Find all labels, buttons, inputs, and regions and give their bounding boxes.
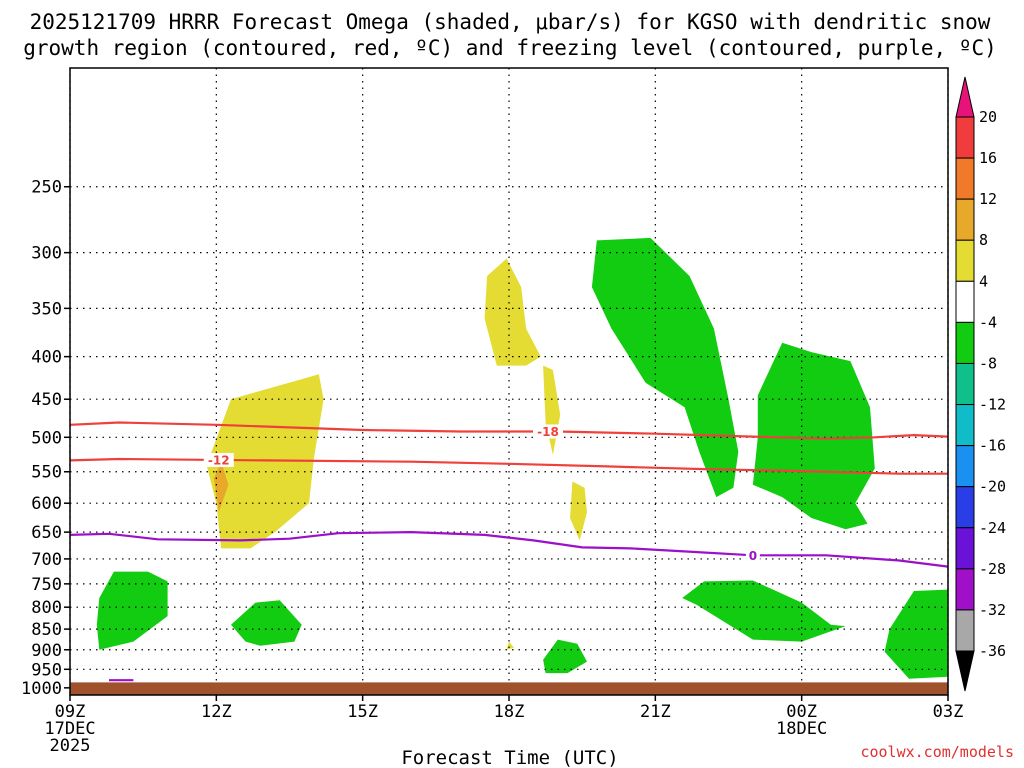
omega-region-4 [570, 481, 587, 541]
surface-fill [70, 682, 948, 695]
colorbar-label-2: 12 [979, 190, 997, 208]
omega-region-10 [682, 580, 846, 642]
y-tick-label-800: 800 [31, 598, 62, 618]
colorbar-bin-0 [955, 116, 975, 159]
x-tick-label-09Z-1: 17DEC [44, 719, 95, 739]
colorbar-triangle-top [955, 76, 975, 118]
colorbar-label-7: -12 [979, 396, 1006, 414]
colorbar-bin-10 [955, 527, 975, 570]
x-tick-label-09Z-0: 09Z [55, 702, 86, 722]
colorbar-label-8: -16 [979, 437, 1006, 455]
contour-label-dendritic-lower: -12 [208, 453, 230, 467]
colorbar-label-3: 8 [979, 231, 988, 249]
y-tick-label-350: 350 [31, 299, 62, 319]
colorbar-bin-11 [955, 568, 975, 611]
x-tick-label-18Z-0: 18Z [494, 702, 525, 722]
y-tick-label-600: 600 [31, 494, 62, 514]
y-tick-label-700: 700 [31, 550, 62, 570]
colorbar-bin-1 [955, 157, 975, 200]
title-line-1: 2025121709 HRRR Forecast Omega (shaded, … [30, 10, 991, 34]
x-tick-label-00Z-0: 00Z [786, 702, 817, 722]
colorbar-bin-6 [955, 362, 975, 406]
omega-region-1 [213, 461, 229, 513]
colorbar-label-1: 16 [979, 149, 997, 167]
omega-region-2 [484, 258, 541, 366]
colorbar-bin-9 [955, 486, 975, 529]
colorbar-triangle-bottom [955, 650, 975, 692]
x-tick-label-21Z-0: 21Z [640, 702, 671, 722]
contour-label-bg-dendritic-upper [533, 424, 564, 439]
contour-dendritic-upper [69, 421, 949, 440]
y-tick-label-900: 900 [31, 641, 62, 661]
title-line-2: growth region (contoured, red, ºC) and f… [23, 36, 997, 60]
colorbar-bin-8 [955, 445, 975, 488]
y-tick-label-500: 500 [31, 428, 62, 448]
colorbar: 20 16 12 8 4 -4 -8 -12 -16 -20 -24 -28 -32 -36 [955, 76, 1006, 692]
chart-title: 2025121709 HRRR Forecast Omega (shaded, … [23, 10, 997, 60]
colorbar-label-12: -32 [979, 601, 1006, 619]
contour-dendritic-lower [69, 457, 948, 475]
x-tick-label-12Z-0: 12Z [201, 702, 232, 722]
colorbar-label-0: 20 [979, 108, 997, 126]
contour-lines: -18 -12 0 [69, 421, 949, 682]
omega-region-9 [231, 600, 302, 646]
y-axis-ticks: 2503003504004505005506006507007508008509… [21, 178, 70, 699]
y-tick-label-400: 400 [31, 348, 62, 368]
omega-region-12 [884, 589, 948, 679]
x-tick-label-15Z-0: 15Z [347, 702, 378, 722]
colorbar-label-6: -8 [979, 354, 997, 372]
y-tick-label-550: 550 [31, 463, 62, 483]
colorbar-bin-12 [955, 609, 975, 652]
contour-label-bg-dendritic-lower [203, 452, 234, 467]
y-tick-label-750: 750 [31, 575, 62, 595]
x-tick-label-09Z-2: 2025 [50, 736, 91, 756]
x-tick-label-03Z-0: 03Z [933, 702, 964, 722]
y-tick-label-450: 450 [31, 390, 62, 410]
colorbar-label-10: -24 [979, 519, 1006, 537]
contour-label-dendritic-upper: -18 [537, 425, 559, 439]
y-tick-label-650: 650 [31, 523, 62, 543]
colorbar-bin-7 [955, 404, 975, 447]
colorbar-label-4: 4 [979, 272, 988, 290]
y-tick-label-300: 300 [31, 244, 62, 264]
omega-region-6 [591, 237, 739, 498]
colorbar-bin-3 [955, 239, 975, 282]
colorbar-bin-4 [955, 280, 975, 323]
surface-layer [70, 682, 948, 695]
omega-shaded-regions [96, 237, 948, 679]
y-tick-label-250: 250 [31, 178, 62, 198]
x-tick-label-00Z-1: 18DEC [776, 719, 827, 739]
contour-label-freezing-level: 0 [749, 549, 757, 563]
colorbar-label-5: -4 [979, 313, 997, 331]
omega-region-8 [96, 571, 168, 650]
x-axis-label: Forecast Time (UTC) [401, 747, 618, 768]
contour-freezing-level [69, 531, 949, 568]
colorbar-bin-2 [955, 198, 975, 241]
colorbar-bin-5 [955, 321, 975, 364]
colorbar-label-11: -28 [979, 560, 1006, 578]
colorbar-label-13: -36 [979, 642, 1006, 660]
colorbar-label-9: -20 [979, 478, 1006, 496]
omega-region-11 [543, 639, 587, 674]
y-tick-label-850: 850 [31, 620, 62, 640]
credit-text[interactable]: coolwx.com/models [860, 743, 1014, 761]
y-tick-label-950: 950 [31, 660, 62, 680]
y-tick-label-1000: 1000 [21, 679, 62, 699]
contour-label-bg-freezing-level [745, 548, 760, 563]
omega-region-7 [752, 342, 875, 530]
